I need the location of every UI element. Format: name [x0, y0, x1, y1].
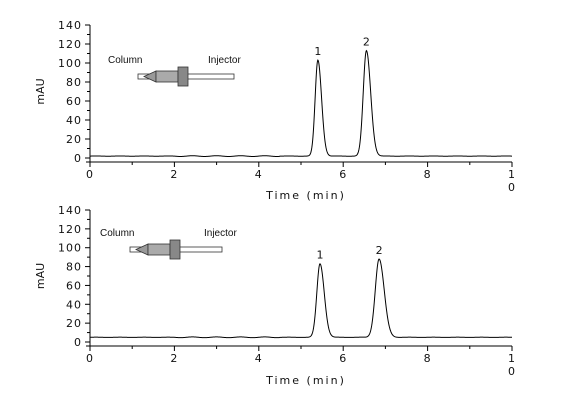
y-tick-label: 60	[66, 95, 82, 108]
x-tick-label: 4	[255, 168, 263, 181]
y-tick-label: 0	[74, 152, 82, 165]
y-tick-label: 100	[58, 57, 82, 70]
column-tip	[135, 243, 149, 256]
y-tick-label: 120	[58, 38, 82, 51]
column-injector-diagram: Column Injector	[100, 228, 237, 260]
column-body	[155, 70, 179, 83]
y-tick-label: 80	[66, 261, 82, 274]
x-tick-label: 6	[339, 168, 347, 181]
column-body	[147, 243, 171, 256]
x-tick-label: 6	[339, 352, 347, 365]
y-tick-label: 0	[74, 336, 82, 349]
column-fitting	[177, 66, 189, 87]
column-label: Column	[108, 55, 142, 66]
y-tick-label: 20	[66, 317, 82, 330]
y-axis-title: mAU	[34, 263, 47, 289]
peak-label: 1	[314, 45, 321, 58]
x-axis-title: Time (min)	[265, 189, 346, 202]
column-label: Column	[100, 228, 134, 239]
y-tick-label: 60	[66, 279, 82, 292]
column-tip	[143, 70, 157, 83]
y-tick-label: 140	[58, 19, 82, 32]
injector-label: Injector	[208, 55, 241, 66]
y-tick-label: 100	[58, 242, 82, 255]
x-tick-label: 2	[170, 352, 178, 365]
y-tick-label: 140	[58, 204, 82, 217]
peak-label: 1	[316, 249, 323, 262]
y-tick-label: 40	[66, 114, 82, 127]
x-axis-title: Time (min)	[265, 374, 346, 387]
y-tick-label: 80	[66, 76, 82, 89]
peak-label: 2	[376, 244, 383, 257]
x-tick-label: 4	[255, 352, 263, 365]
chromatogram-trace	[89, 258, 513, 339]
chromatogram-trace	[89, 49, 513, 157]
column-injector-diagram: Column Injector	[108, 55, 241, 87]
y-tick-label: 40	[66, 298, 82, 311]
chart-panel-1: 0 20 40 60 80 100 120 140 0 2 4 6 8 1 0 Time (min) mAU 1 2…	[34, 19, 516, 202]
y-tick-label: 20	[66, 133, 82, 146]
y-tick-label: 120	[58, 223, 82, 236]
x-tick-label: 0	[86, 352, 94, 365]
chart-panel-2: 0 20 40 60 80 100 120 140 0 2 4 6 8 1 0 Time (min) mAU 1 2…	[34, 204, 516, 387]
x-tick-label: 0	[86, 168, 94, 181]
injector-label: Injector	[204, 228, 237, 239]
column-fitting	[169, 239, 181, 260]
x-tick-label: 8	[424, 168, 432, 181]
y-axis-title: mAU	[34, 78, 47, 104]
peak-label: 2	[363, 36, 370, 49]
x-tick-label: 8	[424, 352, 432, 365]
x-tick-label: 2	[170, 168, 178, 181]
